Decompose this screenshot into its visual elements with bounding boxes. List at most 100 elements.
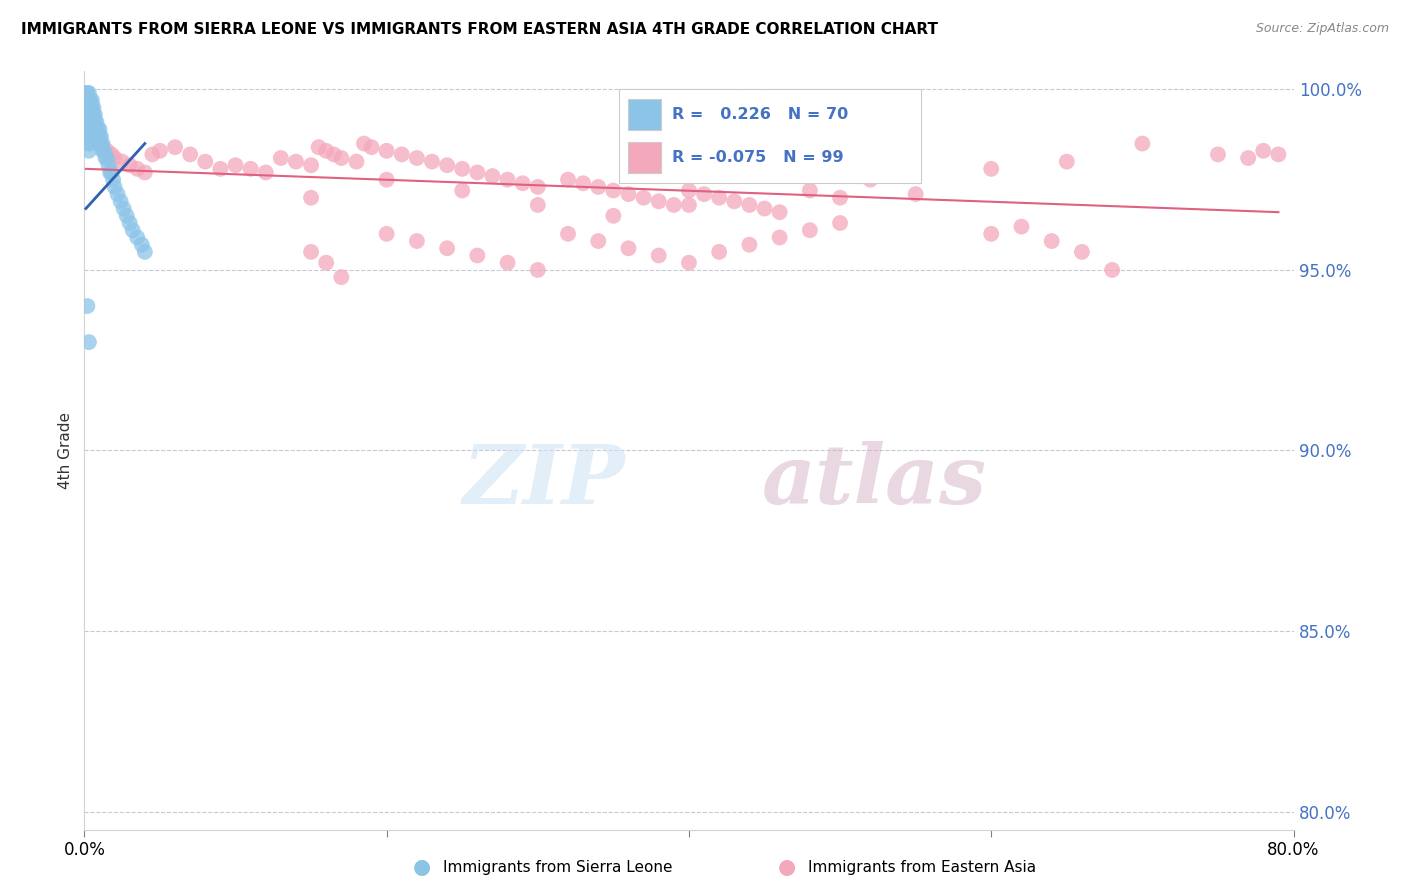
Point [527,180,550,194]
Text: Immigrants from Sierra Leone: Immigrants from Sierra Leone [443,860,672,874]
Point [76,122,98,136]
Point [84,115,107,129]
Point [467,165,489,179]
Point [436,241,458,255]
Point [107,187,129,202]
Point [572,176,595,190]
Point [330,151,353,165]
Point [617,187,640,202]
Point [406,151,429,165]
Point [1056,154,1078,169]
Point [84,108,107,122]
Point [299,191,322,205]
Point [80,108,103,122]
Point [299,244,322,259]
Point [1040,234,1063,248]
Point [588,234,610,248]
Point [1267,147,1289,161]
Point [98,165,121,179]
Point [100,147,122,161]
Point [633,191,655,205]
Point [97,158,120,172]
Point [662,198,685,212]
Point [1130,136,1153,151]
Point [769,205,792,219]
Point [209,161,232,176]
Point [100,165,122,179]
Point [86,122,108,136]
Point [82,108,104,122]
Point [127,230,149,244]
Point [79,115,101,129]
Point [738,198,761,212]
Point [82,129,104,144]
Point [80,100,103,114]
Point [76,93,98,107]
Bar [627,142,661,173]
Point [1011,219,1033,234]
Point [346,154,368,169]
Point [285,154,308,169]
Point [527,263,550,277]
Point [754,202,776,216]
Point [322,147,344,161]
Point [76,129,98,144]
Point [118,158,141,172]
Point [89,129,111,144]
Point [112,202,135,216]
Point [91,140,114,154]
Text: Immigrants from Eastern Asia: Immigrants from Eastern Asia [808,860,1036,874]
Point [79,93,101,107]
Point [141,147,163,161]
Point [134,244,156,259]
Point [496,172,519,186]
Point [330,270,353,285]
Point [75,100,97,114]
Point [77,100,100,114]
Point [375,144,398,158]
Point [451,184,474,198]
Point [75,86,97,100]
Point [588,180,610,194]
Point [91,144,114,158]
Text: ●: ● [779,857,796,877]
Point [118,216,141,230]
Point [239,161,262,176]
Point [134,165,156,179]
Point [76,86,98,100]
Point [709,191,731,205]
Point [82,100,104,114]
Point [86,129,108,144]
Point [111,154,134,169]
Point [420,154,443,169]
Point [738,237,761,252]
Point [527,198,550,212]
Point [165,140,187,154]
Text: IMMIGRANTS FROM SIERRA LEONE VS IMMIGRANTS FROM EASTERN ASIA 4TH GRADE CORRELATI: IMMIGRANTS FROM SIERRA LEONE VS IMMIGRAN… [21,22,938,37]
Text: Source: ZipAtlas.com: Source: ZipAtlas.com [1256,22,1389,36]
Point [80,115,103,129]
Point [391,147,413,161]
Point [91,136,114,151]
Point [77,108,100,122]
Point [94,151,117,165]
Point [89,122,111,136]
Point [496,256,519,270]
Point [80,93,103,107]
Point [149,144,172,158]
Point [512,176,534,190]
Point [87,129,110,144]
Point [1101,263,1123,277]
Point [77,93,100,107]
Point [76,115,98,129]
Point [79,100,101,114]
Point [1206,147,1229,161]
Point [678,198,700,212]
Point [84,122,107,136]
Point [225,158,247,172]
Point [82,115,104,129]
Point [89,136,111,151]
Point [131,237,153,252]
Point [80,122,103,136]
Point [299,158,322,172]
